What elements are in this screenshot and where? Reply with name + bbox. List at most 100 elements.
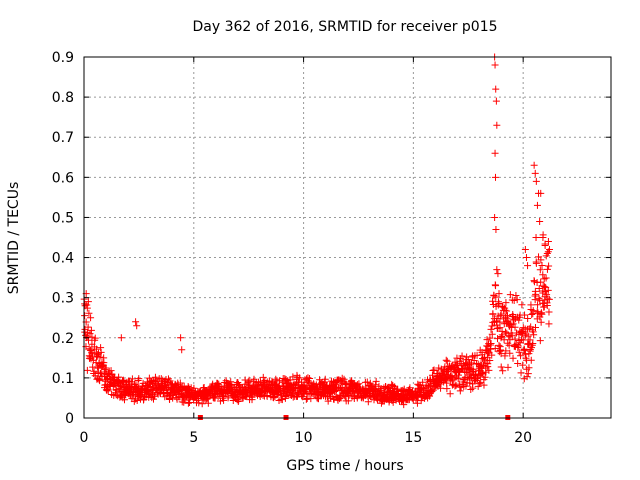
data-point <box>149 395 157 403</box>
y-tick-label: 0.6 <box>52 170 74 186</box>
data-point <box>515 348 523 356</box>
y-axis-label: SRMTID / TECUs <box>6 182 22 295</box>
data-point <box>512 315 520 323</box>
data-point <box>460 378 468 386</box>
data-point <box>480 381 488 389</box>
data-point <box>120 396 128 404</box>
data-point <box>543 291 551 299</box>
y-tick-label: 0.9 <box>52 50 74 66</box>
data-point <box>184 399 192 407</box>
data-point <box>443 357 451 365</box>
data-point <box>492 85 500 93</box>
data-point <box>504 363 512 371</box>
data-point <box>520 346 528 354</box>
data-point <box>97 344 105 352</box>
data-point <box>532 177 540 185</box>
data-point <box>536 217 544 225</box>
data-point <box>490 292 498 300</box>
data-point <box>337 394 345 402</box>
data-point <box>524 370 532 378</box>
data-point <box>494 335 502 343</box>
data-point <box>503 312 511 320</box>
data-point <box>539 271 547 279</box>
data-point <box>508 331 516 339</box>
x-tick-label: 10 <box>295 430 313 446</box>
x-tick-labels: 0 5 10 15 20 <box>80 430 533 446</box>
data-point <box>281 394 289 402</box>
data-point <box>321 375 329 383</box>
data-point <box>479 370 487 378</box>
data-point <box>464 355 472 363</box>
data-point <box>502 347 510 355</box>
data-point <box>270 394 278 402</box>
data-point <box>494 270 502 278</box>
data-point <box>537 318 545 326</box>
data-point <box>419 378 427 386</box>
data-point <box>491 61 499 69</box>
data-point <box>139 396 147 404</box>
data-point <box>481 373 489 381</box>
data-point <box>489 310 497 318</box>
x-tick-label: 20 <box>514 430 532 446</box>
data-point <box>495 290 503 298</box>
data-point <box>115 373 123 381</box>
data-point <box>493 121 501 129</box>
y-tick-label: 0.2 <box>52 331 74 347</box>
data-point <box>291 389 299 397</box>
data-point <box>497 312 505 320</box>
data-point <box>474 375 482 383</box>
data-point <box>531 323 539 331</box>
data-point <box>502 299 510 307</box>
data-point <box>458 352 466 360</box>
data-point <box>501 306 509 314</box>
data-point <box>446 390 454 398</box>
data-point <box>469 365 477 373</box>
data-point <box>530 161 538 169</box>
data-point <box>451 382 459 390</box>
data-point <box>512 292 520 300</box>
data-point <box>540 283 548 291</box>
data-point <box>451 374 459 382</box>
data-point <box>491 345 499 352</box>
data-point <box>532 259 540 267</box>
data-point <box>135 375 143 383</box>
data-point <box>83 366 91 374</box>
data-point <box>130 380 138 388</box>
data-point <box>296 374 304 382</box>
data-point <box>533 308 541 316</box>
data-point <box>100 359 108 367</box>
data-point <box>278 378 286 386</box>
data-point <box>91 334 99 342</box>
data-point <box>498 327 506 335</box>
data-point <box>489 318 497 326</box>
data-point <box>534 301 542 309</box>
data-point <box>488 330 496 338</box>
data-point <box>537 189 545 197</box>
data-point <box>528 311 536 319</box>
data-point <box>84 323 92 331</box>
data-point <box>92 345 100 353</box>
data-point <box>128 375 136 383</box>
data-point <box>513 296 521 304</box>
data-point <box>152 376 160 384</box>
data-point <box>169 394 177 402</box>
data-point <box>200 383 208 391</box>
data-point <box>116 382 124 390</box>
data-point <box>453 361 461 369</box>
x-tick-label: 0 <box>80 430 89 446</box>
data-point <box>526 347 534 355</box>
data-point <box>430 366 438 374</box>
data-point <box>456 387 464 395</box>
data-point <box>166 377 174 385</box>
data-point <box>487 340 495 348</box>
y-tick-labels: 0 0.1 0.2 0.3 0.4 0.5 0.6 0.7 0.8 0.9 <box>52 50 74 427</box>
data-point <box>491 149 499 157</box>
data-point <box>526 336 534 344</box>
x-tick-label: 5 <box>189 430 198 446</box>
data-point <box>117 334 125 342</box>
data-point <box>519 336 527 344</box>
data-point <box>472 360 480 368</box>
data-point <box>502 328 510 336</box>
data-point <box>533 201 541 209</box>
data-point <box>503 307 511 315</box>
